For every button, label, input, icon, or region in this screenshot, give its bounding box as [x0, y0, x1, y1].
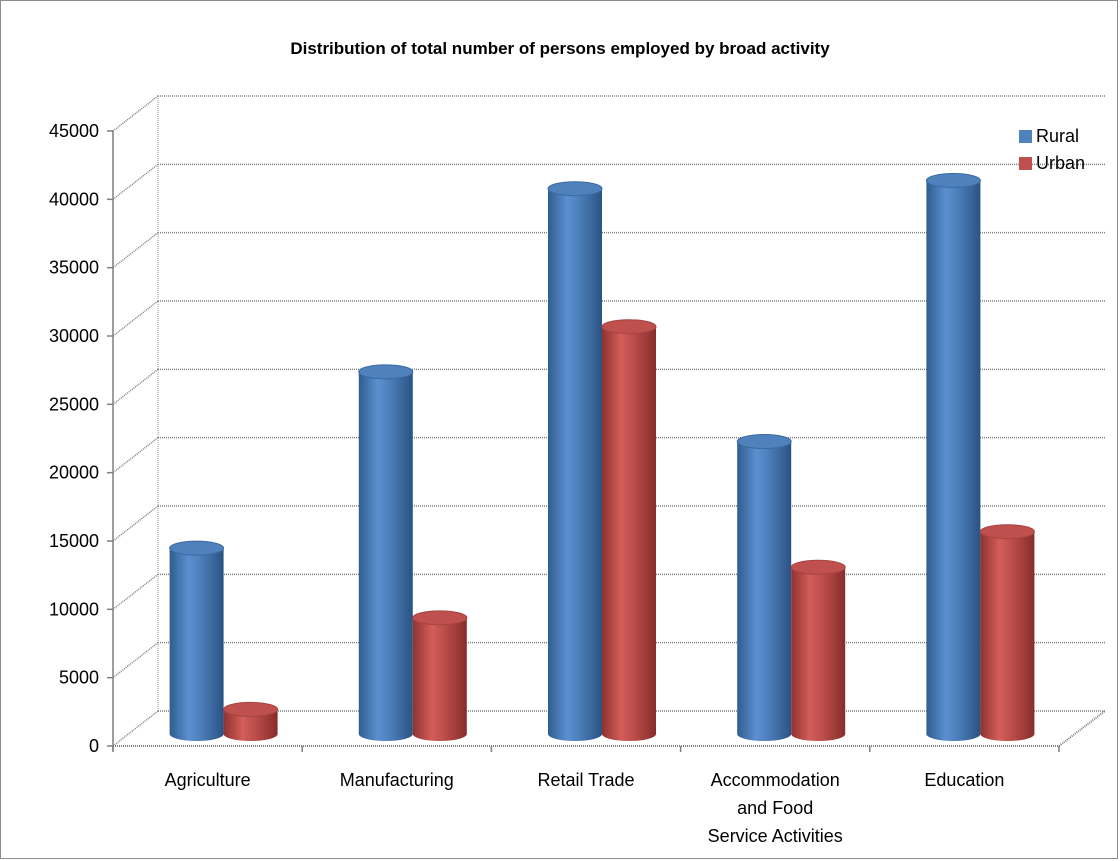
- gridline-side: [112, 163, 159, 200]
- y-tick-label: 0: [89, 736, 99, 756]
- bar-rural: [169, 540, 225, 741]
- bar-top: [736, 434, 792, 450]
- y-tick-label: 35000: [49, 258, 99, 278]
- gridline-side: [112, 573, 159, 610]
- bar-top: [358, 364, 414, 380]
- bar-top: [547, 181, 603, 197]
- bar-top: [925, 173, 981, 188]
- bar-body: [358, 371, 413, 741]
- gridline-side: [112, 710, 159, 747]
- gridline-side: [112, 232, 159, 269]
- bar-body: [223, 709, 278, 741]
- y-tick-label: 20000: [49, 463, 99, 483]
- bar-body: [980, 531, 1035, 741]
- gridline-side: [112, 642, 159, 679]
- bar-urban: [412, 610, 468, 741]
- x-tick-label: Agriculture: [165, 770, 251, 790]
- x-tick-label: Manufacturing: [340, 770, 454, 790]
- bar-top: [790, 559, 846, 575]
- bar-body: [737, 441, 792, 741]
- x-tick-label: Education: [924, 770, 1004, 790]
- bar-body: [791, 567, 846, 741]
- grid-layer: [112, 95, 1105, 747]
- bar-urban: [601, 319, 657, 741]
- y-tick-label: 40000: [49, 189, 99, 209]
- floor-right-edge: [1058, 710, 1106, 747]
- legend-swatch-rural: [1019, 130, 1032, 143]
- x-tick-label: Retail Trade: [537, 770, 634, 790]
- bar-body: [548, 188, 602, 741]
- bar-body: [926, 180, 981, 741]
- bar-urban: [979, 524, 1035, 741]
- y-tick-label: 30000: [49, 326, 99, 346]
- bar-rural: [547, 181, 603, 741]
- bar-rural: [358, 364, 414, 741]
- legend: Rural Urban: [1019, 126, 1085, 173]
- y-tick-label: 15000: [49, 531, 99, 551]
- chart-title: Distribution of total number of persons …: [290, 39, 830, 58]
- bar-top: [223, 701, 279, 717]
- gridline-side: [112, 300, 159, 337]
- gridline-side: [112, 368, 159, 405]
- legend-swatch-urban: [1019, 157, 1032, 170]
- legend-label-rural: Rural: [1036, 126, 1079, 146]
- bar-top: [601, 319, 657, 335]
- gridline-side: [112, 437, 159, 474]
- bar-body: [602, 326, 656, 741]
- bar-top: [412, 610, 468, 626]
- y-tick-label: 45000: [49, 121, 99, 141]
- y-tick-label: 5000: [59, 668, 99, 688]
- bar-rural: [736, 434, 792, 741]
- y-tick-label: 10000: [49, 599, 99, 619]
- y-tick-label: 25000: [49, 394, 99, 414]
- gridline-side: [112, 95, 159, 132]
- bar-rural: [925, 173, 981, 741]
- bar-urban: [223, 701, 279, 741]
- bar-body: [412, 617, 467, 741]
- bar-top: [979, 524, 1035, 540]
- x-tick-label: Accommodation and Food Service Activities: [708, 770, 843, 846]
- legend-label-urban: Urban: [1036, 153, 1085, 173]
- gridline-side: [112, 505, 159, 542]
- bar-top: [169, 540, 225, 556]
- bar-urban: [790, 559, 846, 741]
- bar-body: [169, 548, 224, 741]
- axis-layer: 0 5000 10000 15000 20000 25000 30000 35000 40000…: [49, 121, 1106, 846]
- bars-layer: [169, 173, 1035, 741]
